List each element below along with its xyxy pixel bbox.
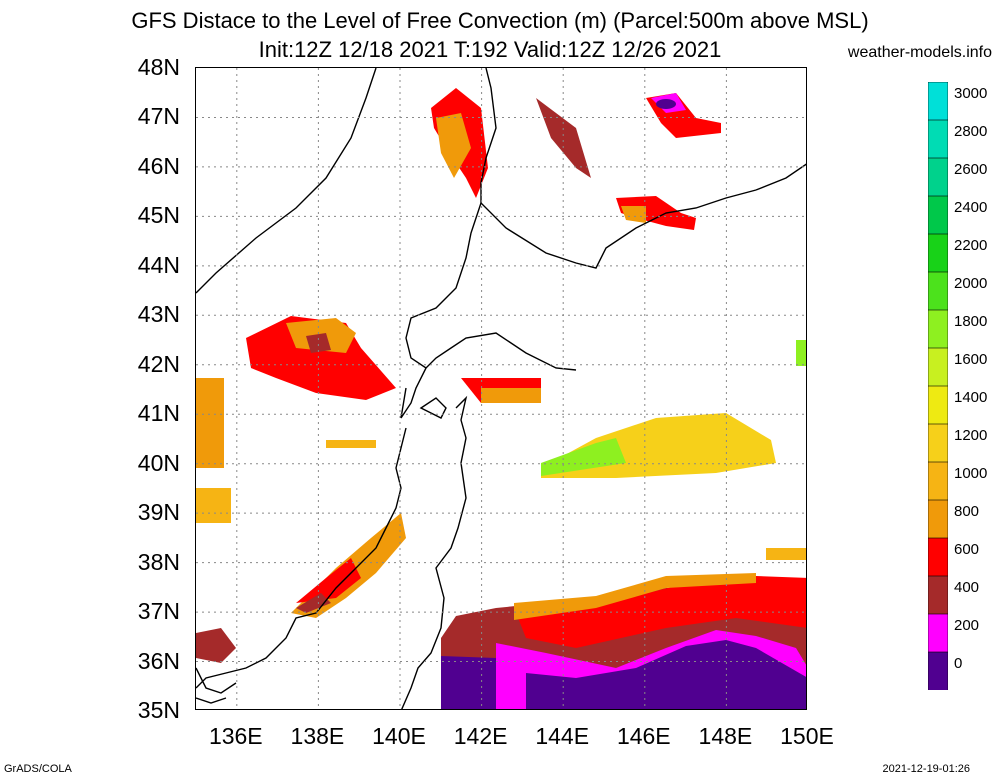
colorbar-swatch bbox=[928, 119, 948, 159]
colorbar-label: 2800 bbox=[954, 123, 988, 140]
colorbar-label: 400 bbox=[954, 579, 980, 596]
map-canvas bbox=[196, 68, 806, 709]
lat-label: 46N bbox=[137, 152, 180, 179]
footer-software: GrADS/COLA bbox=[4, 763, 72, 775]
colorbar-swatch bbox=[928, 82, 948, 121]
colorbar bbox=[928, 82, 948, 690]
lat-label: 38N bbox=[137, 548, 180, 575]
colorbar-label: 2600 bbox=[954, 161, 988, 178]
colorbar-label: 1800 bbox=[954, 313, 988, 330]
lat-label: 48N bbox=[137, 54, 180, 80]
lat-label: 39N bbox=[137, 499, 180, 526]
lat-label: 37N bbox=[137, 598, 180, 625]
colorbar-label: 2400 bbox=[954, 199, 988, 216]
colorbar-label: 1200 bbox=[954, 427, 988, 444]
colorbar-label: 200 bbox=[954, 617, 980, 634]
colorbar-swatch bbox=[928, 423, 948, 463]
lat-label: 36N bbox=[137, 647, 180, 674]
colorbar-swatch bbox=[928, 499, 948, 539]
colorbar-swatch bbox=[928, 575, 948, 615]
map-title-line2: Init:12Z 12/18 2021 T:192 Valid:12Z 12/2… bbox=[258, 37, 722, 62]
lat-label: 40N bbox=[137, 449, 180, 476]
colorbar-swatch bbox=[928, 271, 948, 311]
colorbar-swatch bbox=[928, 309, 948, 349]
colorbar-label: 600 bbox=[954, 541, 980, 558]
colorbar-swatch bbox=[928, 157, 948, 197]
colorbar-swatch bbox=[928, 195, 948, 235]
colorbar-swatch bbox=[928, 651, 948, 690]
graticule bbox=[196, 68, 806, 709]
colorbar-label: 3000 bbox=[954, 85, 988, 102]
colorbar-label: 2000 bbox=[954, 275, 988, 292]
lon-label: 142E bbox=[453, 723, 508, 749]
colorbar-label: 2200 bbox=[954, 237, 988, 254]
lon-label: 138E bbox=[290, 723, 345, 749]
colorbar-label: 1600 bbox=[954, 351, 988, 368]
lfc-field bbox=[196, 88, 806, 709]
colorbar-swatch bbox=[928, 347, 948, 387]
colorbar-label: 1400 bbox=[954, 389, 988, 406]
lat-label: 44N bbox=[137, 251, 180, 278]
lat-label: 42N bbox=[137, 350, 180, 377]
colorbar-label: 800 bbox=[954, 503, 980, 520]
colorbar-swatch bbox=[928, 385, 948, 425]
map-plot-area bbox=[195, 67, 807, 710]
lon-label: 150E bbox=[780, 723, 834, 749]
colorbar-label: 1000 bbox=[954, 465, 988, 482]
colorbar-swatch bbox=[928, 537, 948, 577]
lon-label: 148E bbox=[698, 723, 753, 749]
coastlines bbox=[196, 68, 806, 709]
colorbar-swatch bbox=[928, 461, 948, 501]
colorbar-swatch bbox=[928, 233, 948, 273]
lat-label: 45N bbox=[137, 202, 180, 229]
colorbar-swatch bbox=[928, 613, 948, 653]
lon-label: 140E bbox=[372, 723, 426, 749]
lon-label: 144E bbox=[535, 723, 590, 749]
lat-label: 35N bbox=[137, 697, 180, 723]
colorbar-label: 0 bbox=[954, 655, 963, 672]
lat-label: 43N bbox=[137, 301, 180, 328]
site-credit: weather-models.info bbox=[847, 44, 992, 61]
lat-label: 47N bbox=[137, 103, 180, 130]
map-title-line1: GFS Distace to the Level of Free Convect… bbox=[131, 8, 869, 33]
footer-timestamp: 2021-12-19-01:26 bbox=[882, 763, 970, 775]
lat-label: 41N bbox=[137, 400, 180, 427]
lon-label: 146E bbox=[616, 723, 671, 749]
lon-label: 136E bbox=[208, 723, 263, 749]
